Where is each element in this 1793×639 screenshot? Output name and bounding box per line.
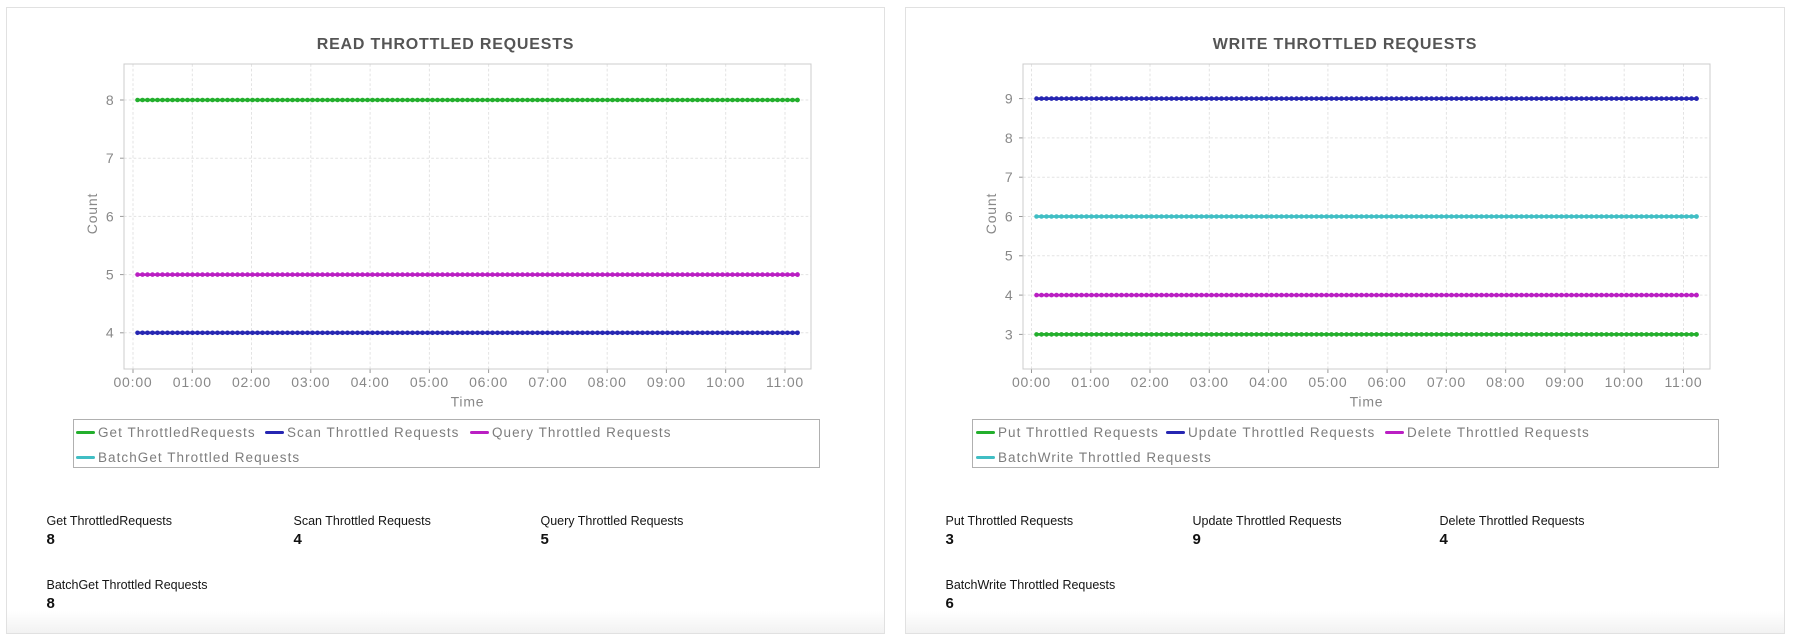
svg-text:08:00: 08:00 [588, 374, 627, 390]
svg-text:Time: Time [451, 394, 485, 410]
svg-text:11:00: 11:00 [1665, 374, 1703, 390]
svg-text:5: 5 [106, 267, 114, 283]
svg-text:10:00: 10:00 [706, 374, 745, 390]
svg-text:00:00: 00:00 [1012, 374, 1051, 390]
svg-text:05:00: 05:00 [1308, 374, 1347, 390]
svg-text:6: 6 [106, 208, 114, 224]
svg-text:01:00: 01:00 [173, 374, 212, 390]
svg-text:Count: Count [983, 193, 999, 234]
svg-text:9: 9 [1005, 91, 1013, 107]
svg-text:08:00: 08:00 [1486, 374, 1525, 390]
svg-text:09:00: 09:00 [647, 374, 686, 390]
svg-text:5: 5 [1005, 248, 1013, 264]
svg-text:03:00: 03:00 [1190, 374, 1229, 390]
svg-text:04:00: 04:00 [1249, 374, 1288, 390]
svg-text:4: 4 [106, 325, 114, 341]
svg-text:8: 8 [1005, 130, 1013, 146]
svg-text:00:00: 00:00 [113, 374, 152, 390]
svg-text:04:00: 04:00 [351, 374, 390, 390]
svg-text:8: 8 [106, 92, 114, 108]
svg-text:09:00: 09:00 [1545, 374, 1584, 390]
svg-text:6: 6 [1005, 208, 1013, 224]
svg-text:07:00: 07:00 [528, 374, 567, 390]
svg-text:07:00: 07:00 [1427, 374, 1466, 390]
svg-text:02:00: 02:00 [232, 374, 271, 390]
svg-text:02:00: 02:00 [1130, 374, 1169, 390]
svg-text:3: 3 [1005, 326, 1013, 342]
svg-text:05:00: 05:00 [410, 374, 449, 390]
svg-text:01:00: 01:00 [1071, 374, 1110, 390]
svg-text:4: 4 [1005, 287, 1013, 303]
svg-text:Count: Count [84, 193, 100, 234]
svg-text:7: 7 [1005, 169, 1013, 185]
svg-text:11:00: 11:00 [766, 374, 804, 390]
svg-text:10:00: 10:00 [1605, 374, 1644, 390]
svg-text:06:00: 06:00 [469, 374, 508, 390]
svg-text:7: 7 [106, 150, 114, 166]
svg-text:03:00: 03:00 [291, 374, 330, 390]
svg-text:06:00: 06:00 [1368, 374, 1407, 390]
svg-text:Time: Time [1350, 394, 1384, 410]
